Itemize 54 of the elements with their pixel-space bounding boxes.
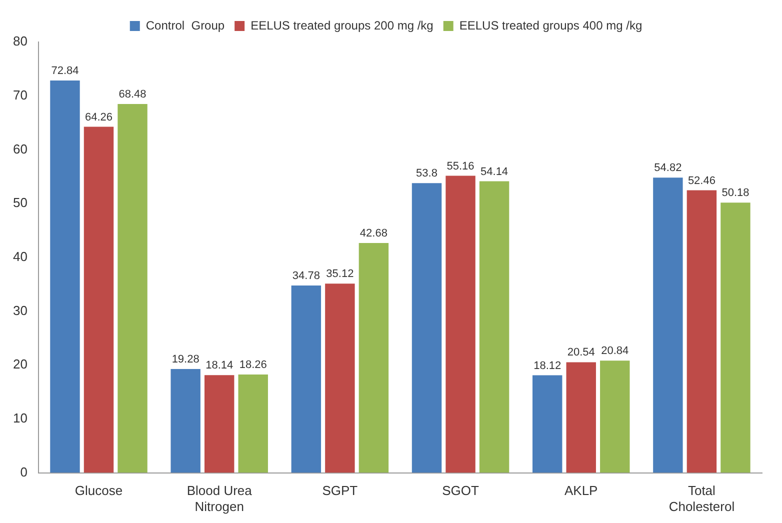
x-tick-label: AKLP — [564, 483, 598, 498]
bar — [446, 176, 476, 473]
data-label: 72.84 — [51, 65, 79, 78]
y-tick-label: 60 — [12, 141, 28, 156]
bar — [720, 202, 750, 473]
bar — [50, 80, 80, 473]
bar — [291, 286, 322, 473]
y-tick-label: 20 — [12, 356, 28, 372]
data-label: 64.26 — [84, 111, 113, 124]
data-label: 54.82 — [654, 162, 682, 174]
bar — [84, 126, 114, 473]
bar — [204, 375, 234, 473]
data-label: 18.14 — [206, 360, 234, 372]
bar — [653, 178, 683, 473]
y-tick-label: 40 — [12, 248, 28, 264]
data-label: 18.12 — [534, 360, 562, 372]
bar — [118, 104, 148, 473]
legend-label: EELUS treated groups 200 mg /kg — [250, 18, 434, 32]
bar — [479, 181, 510, 473]
data-label: 42.68 — [360, 228, 388, 240]
data-label: 53.8 — [416, 168, 438, 180]
data-label: 35.12 — [326, 268, 354, 280]
bar — [566, 362, 596, 473]
data-label: 50.18 — [722, 187, 750, 200]
data-label: 55.16 — [446, 160, 474, 172]
data-label: 54.14 — [480, 166, 508, 178]
bar — [600, 360, 630, 473]
y-tick-label: 80 — [12, 34, 28, 49]
x-tick-label: SGOT — [442, 483, 479, 498]
data-label: 19.28 — [172, 354, 200, 366]
bar — [170, 368, 200, 473]
bar — [325, 284, 355, 473]
x-tick-label: Glucose — [74, 483, 123, 498]
x-tick-label: Total Cholesterol — [668, 483, 735, 514]
data-label: 20.54 — [567, 346, 595, 359]
bar — [532, 375, 562, 473]
legend-label: EELUS treated groups 400 mg /kg — [459, 18, 642, 32]
y-tick-label: 10 — [12, 410, 28, 426]
bar — [412, 183, 442, 473]
bar — [686, 190, 717, 473]
bar — [358, 242, 389, 473]
data-label: 18.26 — [239, 359, 267, 371]
data-label: 52.46 — [688, 174, 716, 187]
y-tick-label: 70 — [12, 87, 28, 102]
legend-label: Control Group — [146, 18, 225, 32]
data-label: 34.78 — [292, 270, 320, 282]
bar — [238, 374, 268, 473]
y-tick-label: 30 — [12, 302, 28, 318]
data-label: 68.48 — [118, 88, 146, 101]
x-tick-label: Blood Urea Nitrogen — [186, 483, 253, 514]
data-label: 20.84 — [601, 345, 629, 358]
y-tick-label: 50 — [12, 195, 28, 210]
y-tick-label: 0 — [20, 464, 28, 480]
x-tick-label: SGPT — [322, 483, 358, 498]
